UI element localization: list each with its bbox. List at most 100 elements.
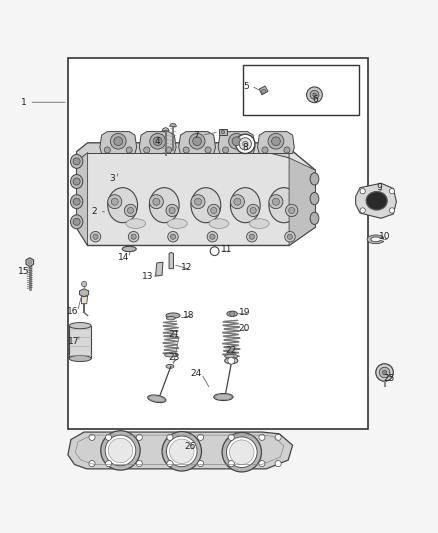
Ellipse shape [166, 313, 180, 318]
Circle shape [144, 147, 150, 153]
Text: 7: 7 [193, 132, 199, 141]
Polygon shape [162, 127, 169, 131]
Circle shape [232, 137, 241, 146]
Circle shape [198, 434, 204, 440]
Circle shape [234, 198, 241, 205]
Text: 10: 10 [379, 232, 390, 241]
Circle shape [289, 207, 295, 214]
Text: 12: 12 [180, 263, 192, 272]
Circle shape [247, 231, 257, 242]
Circle shape [307, 87, 322, 103]
Text: 18: 18 [183, 311, 194, 320]
Polygon shape [100, 132, 137, 154]
Circle shape [153, 137, 162, 146]
Circle shape [127, 207, 134, 214]
Text: 23: 23 [169, 353, 180, 362]
Polygon shape [77, 143, 315, 246]
Circle shape [211, 207, 217, 214]
Circle shape [114, 137, 123, 146]
Circle shape [287, 234, 293, 239]
Polygon shape [77, 143, 289, 161]
Circle shape [229, 133, 244, 149]
Circle shape [247, 204, 259, 216]
Circle shape [124, 204, 137, 216]
Text: 24: 24 [191, 369, 202, 378]
Circle shape [389, 189, 395, 194]
Polygon shape [169, 253, 173, 269]
Ellipse shape [108, 188, 138, 223]
Ellipse shape [225, 354, 238, 358]
Ellipse shape [209, 219, 229, 229]
Polygon shape [367, 235, 384, 244]
Circle shape [230, 311, 235, 317]
Polygon shape [80, 289, 88, 297]
Circle shape [169, 207, 175, 214]
Polygon shape [77, 152, 88, 246]
Circle shape [126, 147, 132, 153]
Circle shape [90, 231, 101, 242]
Circle shape [284, 147, 290, 153]
Circle shape [73, 198, 80, 205]
Polygon shape [139, 132, 176, 154]
Circle shape [150, 133, 166, 149]
Ellipse shape [166, 317, 175, 320]
Circle shape [170, 439, 194, 464]
Text: 16: 16 [67, 306, 78, 316]
Polygon shape [218, 132, 255, 154]
Text: 9: 9 [376, 183, 382, 192]
Circle shape [128, 231, 139, 242]
Text: 8: 8 [242, 143, 248, 152]
Circle shape [243, 141, 248, 147]
Text: 4: 4 [155, 137, 160, 146]
Text: 14: 14 [118, 253, 129, 262]
Ellipse shape [310, 192, 319, 205]
Circle shape [221, 130, 225, 134]
Bar [69, 326, 91, 359]
Circle shape [244, 147, 251, 153]
Ellipse shape [215, 394, 232, 400]
Ellipse shape [269, 188, 299, 223]
Circle shape [73, 178, 80, 185]
Polygon shape [170, 123, 177, 126]
Circle shape [104, 147, 110, 153]
Circle shape [105, 435, 136, 466]
Circle shape [101, 431, 140, 470]
Ellipse shape [69, 356, 91, 361]
Circle shape [81, 281, 87, 287]
Ellipse shape [191, 188, 221, 223]
Ellipse shape [149, 396, 165, 402]
Circle shape [170, 234, 176, 239]
Circle shape [149, 195, 163, 209]
Circle shape [360, 189, 365, 194]
Circle shape [131, 234, 136, 239]
Polygon shape [259, 86, 268, 95]
Circle shape [360, 208, 365, 213]
Circle shape [166, 204, 178, 216]
Text: 1: 1 [21, 98, 27, 107]
Ellipse shape [71, 155, 83, 168]
Circle shape [210, 234, 215, 239]
Ellipse shape [214, 393, 233, 400]
Circle shape [198, 461, 204, 467]
Circle shape [73, 158, 80, 165]
Circle shape [136, 461, 142, 467]
Text: 22: 22 [226, 346, 237, 355]
Text: 21: 21 [169, 330, 180, 339]
Text: 26: 26 [185, 442, 196, 451]
Circle shape [272, 198, 279, 205]
Circle shape [236, 134, 255, 154]
Circle shape [166, 147, 172, 153]
Text: 11: 11 [221, 245, 233, 254]
Circle shape [162, 432, 201, 471]
Polygon shape [26, 258, 34, 266]
Text: 3: 3 [109, 174, 115, 183]
Circle shape [89, 461, 95, 467]
Circle shape [228, 434, 234, 440]
Circle shape [286, 204, 298, 216]
Circle shape [259, 461, 265, 467]
Ellipse shape [148, 395, 166, 402]
Circle shape [275, 434, 281, 440]
Circle shape [167, 461, 173, 467]
Circle shape [222, 432, 261, 472]
Circle shape [313, 93, 316, 96]
